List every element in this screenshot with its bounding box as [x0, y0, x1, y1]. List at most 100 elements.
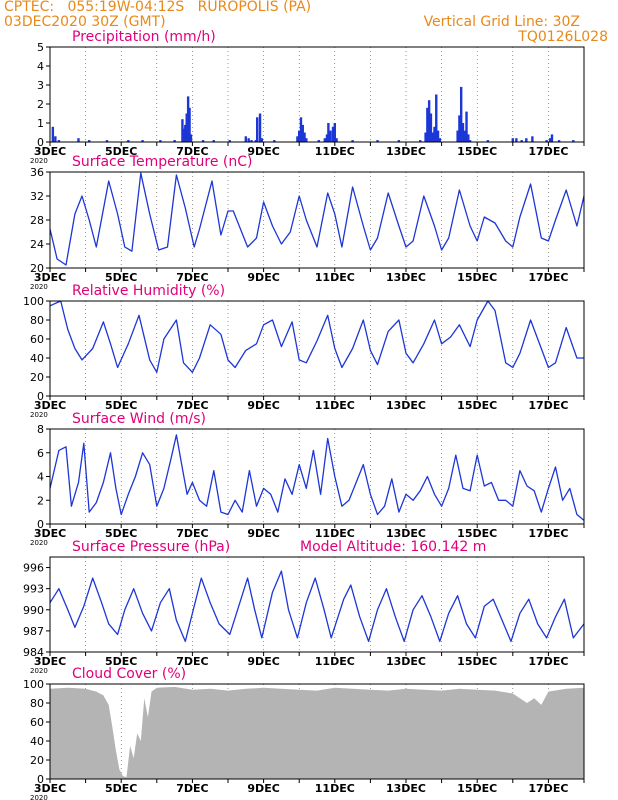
precipitation-bar-25 [258, 113, 262, 142]
pressure-plot-area [50, 557, 584, 652]
cloud-title: Cloud Cover (%) [72, 666, 186, 682]
precipitation-bar-48 [427, 100, 431, 142]
precipitation-bar-12 [184, 124, 187, 142]
precipitation-bar-7 [141, 140, 144, 142]
precipitation-bar-69 [545, 140, 548, 142]
precipitation-bar-67 [525, 138, 528, 142]
temperature-xtick-label-5: 13DEC [386, 271, 426, 284]
cloud-ytick-label-5: 100 [23, 678, 44, 691]
precipitation-bar-46 [424, 132, 427, 142]
cloud-xtick-label-1: 5DEC [105, 782, 137, 795]
precipitation-bar-66 [520, 140, 523, 142]
precipitation-bar-54 [438, 138, 442, 142]
pressure-frame [49, 556, 585, 653]
precipitation-frame [49, 46, 585, 143]
precipitation-bar-31 [301, 124, 304, 142]
precipitation-bar-27 [273, 140, 276, 142]
temperature-panel [46, 171, 585, 272]
precipitation-bar-10 [181, 119, 184, 142]
precipitation-bar-33 [305, 138, 308, 142]
precipitation-bar-18 [212, 140, 215, 142]
pressure-xtick-label-2: 7DEC [176, 655, 208, 668]
wind-xtick-label-3: 9DEC [247, 527, 279, 540]
precipitation-bar-34 [317, 140, 320, 142]
wind-xtick-label-0: 3DEC [34, 527, 66, 540]
cloud-panel [46, 683, 585, 783]
wind-ytick-label-4: 8 [37, 423, 44, 436]
precipitation-bar-6 [127, 140, 130, 142]
precipitation-bar-26 [260, 138, 264, 142]
precipitation-bar-24 [255, 117, 259, 142]
precipitation-bar-8 [159, 140, 162, 142]
cloud-xtick-label-5: 13DEC [386, 782, 426, 795]
humidity-ytick-label-2: 40 [30, 352, 44, 365]
wind-ytick-label-1: 2 [37, 494, 44, 507]
humidity-xtick-label-5: 13DEC [386, 399, 426, 412]
precipitation-xtick-label-5: 13DEC [386, 145, 426, 158]
precipitation-bar-71 [550, 134, 554, 142]
precipitation-bar-41 [335, 138, 338, 142]
cloud-xtick-label-2: 7DEC [176, 782, 208, 795]
precipitation-bar-55 [456, 130, 459, 142]
wind-ytick-label-3: 6 [37, 447, 44, 460]
wind-ytick-label-0: 0 [37, 518, 44, 531]
precipitation-bar-19 [228, 140, 231, 142]
pressure-xtick-label-0: 3DEC [34, 655, 66, 668]
precipitation-year-label: 2020 [30, 157, 48, 165]
precipitation-bar-45 [419, 140, 422, 142]
precipitation-bar-59 [463, 130, 466, 142]
pressure-subtitle: Model Altitude: 160.142 m [300, 539, 486, 555]
pressure-ytick-label-0: 984 [23, 646, 44, 659]
precipitation-bar-52 [435, 94, 438, 142]
precipitation-xtick-label-3: 9DEC [247, 145, 279, 158]
wind-xtick-label-1: 5DEC [105, 527, 137, 540]
precipitation-ytick-label-0: 0 [37, 136, 44, 149]
precipitation-bar-62 [468, 140, 472, 142]
cloud-frame [49, 683, 585, 780]
precipitation-bar-56 [458, 115, 461, 142]
precipitation-bar-13 [185, 113, 188, 142]
wind-line [49, 434, 585, 521]
temperature-xtick-label-1: 5DEC [105, 271, 137, 284]
wind-xtick-label-2: 7DEC [176, 527, 208, 540]
pressure-xtick-label-3: 9DEC [247, 655, 279, 668]
precipitation-bar-36 [325, 134, 329, 142]
temperature-ytick-label-0: 20 [30, 262, 44, 275]
precipitation-xtick-label-7: 17DEC [528, 145, 568, 158]
cloud-xtick-label-7: 17DEC [528, 782, 568, 795]
cloud-xtick-label-4: 11DEC [315, 782, 355, 795]
precipitation-bar-51 [433, 126, 436, 142]
humidity-xtick-label-7: 17DEC [528, 399, 568, 412]
precipitation-bar-3 [77, 138, 80, 142]
precipitation-panel [46, 46, 585, 146]
precipitation-bar-70 [548, 138, 552, 142]
cloud-ytick-label-4: 80 [30, 697, 44, 710]
temperature-ytick-label-3: 32 [30, 190, 44, 203]
wind-ytick-label-2: 4 [37, 471, 44, 484]
precipitation-bar-38 [329, 130, 332, 142]
wind-xtick-label-5: 13DEC [386, 527, 426, 540]
precipitation-bar-63 [486, 140, 490, 142]
pressure-xtick-label-1: 5DEC [105, 655, 137, 668]
precipitation-bar-28 [296, 136, 299, 142]
precipitation-ytick-label-2: 2 [37, 98, 44, 111]
cloud-year-label: 2020 [30, 794, 48, 800]
humidity-ytick-label-5: 100 [23, 295, 44, 308]
precipitation-bar-35 [323, 138, 327, 142]
precipitation-bar-40 [333, 123, 336, 142]
wind-xtick-label-6: 15DEC [457, 527, 497, 540]
header-model-id: TQ0126L028 [518, 29, 608, 45]
temperature-xtick-label-0: 3DEC [34, 271, 66, 284]
pressure-line [49, 570, 585, 643]
wind-xtick-label-4: 11DEC [315, 527, 355, 540]
humidity-plot-area [50, 301, 584, 396]
humidity-xtick-label-0: 3DEC [34, 399, 66, 412]
humidity-ytick-label-4: 80 [30, 314, 44, 327]
precipitation-bar-2 [57, 140, 61, 142]
header-grid-line-info: Vertical Grid Line: 30Z [423, 14, 580, 30]
humidity-xtick-label-6: 15DEC [457, 399, 497, 412]
precipitation-bar-68 [531, 136, 534, 142]
precipitation-title: Precipitation (mm/h) [72, 29, 216, 45]
pressure-xtick-label-4: 11DEC [315, 655, 355, 668]
